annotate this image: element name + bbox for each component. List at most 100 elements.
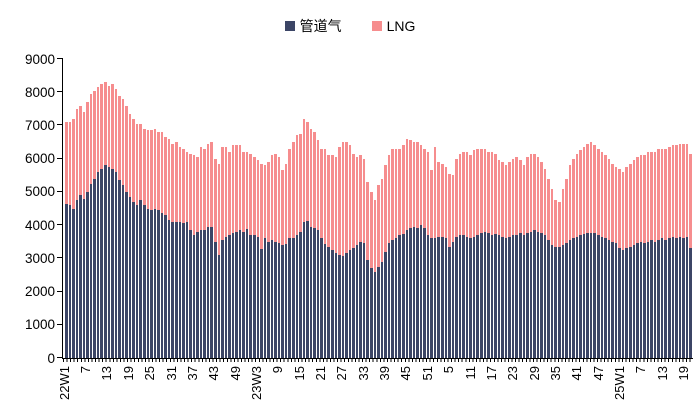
- bar-24W5: [448, 59, 451, 358]
- bar-22W8: [89, 59, 93, 358]
- bar-23W37: [377, 59, 380, 358]
- bar-24W22: [508, 59, 511, 358]
- bar-25W7: [639, 59, 643, 358]
- bar-24W41: [575, 59, 579, 358]
- bar-22W21: [135, 59, 139, 358]
- bar-25W6: [636, 59, 639, 358]
- x-axis-label: 25: [142, 366, 158, 381]
- legend-item-pipeline-gas: 管道气: [284, 16, 342, 36]
- y-axis-tick: [57, 124, 63, 126]
- bar-22W11: [100, 59, 104, 358]
- x-axis-label: 7: [78, 366, 94, 374]
- x-axis-label: 39: [377, 366, 393, 381]
- bar-24W35: [554, 59, 558, 358]
- bar-23W27: [341, 59, 345, 358]
- bar-22W50: [238, 59, 242, 358]
- y-axis-tick: [57, 157, 63, 159]
- x-axis-label: 29: [526, 366, 542, 381]
- bar-22W28: [160, 59, 164, 358]
- y-axis-label: 3000: [24, 250, 55, 266]
- bar-25W15: [667, 59, 671, 358]
- bar-22W10: [96, 59, 100, 358]
- bar-22W5: [79, 59, 82, 358]
- x-axis-label: 31: [163, 366, 179, 381]
- bar-22W38: [196, 59, 199, 358]
- y-axis-label: 5000: [24, 184, 55, 200]
- bar-24W38: [565, 59, 568, 358]
- bar-24W27: [526, 59, 529, 358]
- bar-22W34: [182, 59, 185, 358]
- x-axis-label: 19: [120, 366, 136, 381]
- x-axis-label: 7: [633, 366, 649, 374]
- bar-25W12: [657, 59, 660, 358]
- y-axis-label: 0: [47, 350, 55, 366]
- bar-23W21: [320, 59, 323, 358]
- bar-22W49: [235, 59, 238, 358]
- y-axis-label: 1000: [24, 317, 55, 333]
- bar-25W2: [621, 59, 625, 358]
- x-axis-label: 33: [355, 366, 371, 381]
- bar-22W6: [82, 59, 86, 358]
- bar-24W3: [440, 59, 444, 358]
- bar-23W19: [313, 59, 316, 358]
- bar-23W16: [302, 59, 306, 358]
- x-axis-label: 43: [206, 366, 222, 381]
- bar-25W20: [685, 59, 689, 358]
- bar-23W40: [387, 59, 391, 358]
- x-axis-label: 45: [398, 366, 414, 381]
- bar-24W18: [494, 59, 497, 358]
- bar-25W14: [664, 59, 667, 358]
- bar-23W47: [412, 59, 416, 358]
- bar-24W49: [604, 59, 607, 358]
- bar-23W17: [306, 59, 309, 358]
- bar-23W8: [274, 59, 277, 358]
- bar-23W41: [391, 59, 394, 358]
- bar-22W42: [210, 59, 213, 358]
- x-axis-label: 5: [441, 366, 457, 374]
- bar-22W20: [132, 59, 135, 358]
- bar-23W35: [370, 59, 373, 358]
- bar-24W31: [540, 59, 543, 358]
- bar-22W46: [224, 59, 228, 358]
- bar-22W24: [146, 59, 150, 358]
- bar-23W22: [323, 59, 327, 358]
- bar-23W14: [295, 59, 299, 358]
- x-axis-label: 25W1: [612, 366, 628, 400]
- bar-22W29: [164, 59, 167, 358]
- bar-24W15: [483, 59, 487, 358]
- bar-23W46: [409, 59, 412, 358]
- bar-23W43: [398, 59, 401, 358]
- x-axis-label: 41: [569, 366, 585, 381]
- bar-25W19: [682, 59, 685, 358]
- bar-23W30: [352, 59, 355, 358]
- bar-23W51: [426, 59, 430, 358]
- bar-24W10: [465, 59, 469, 358]
- bar-22W2: [68, 59, 72, 358]
- legend-swatch-pipeline-gas-icon: [284, 21, 295, 31]
- bar-22W43: [213, 59, 217, 358]
- y-axis-label: 7000: [24, 117, 55, 133]
- bar-23W20: [316, 59, 320, 358]
- bar-23W18: [309, 59, 313, 358]
- bar-23W45: [405, 59, 409, 358]
- y-axis-tick: [57, 224, 63, 226]
- y-axis-label: 4000: [24, 217, 55, 233]
- bar-22W19: [128, 59, 132, 358]
- bar-24W19: [497, 59, 501, 358]
- bar-22W48: [231, 59, 235, 358]
- bar-22W30: [167, 59, 171, 358]
- bar-24W6: [451, 59, 455, 358]
- y-axis-label: 6000: [24, 150, 55, 166]
- bar-24W8: [458, 59, 462, 358]
- x-axis-label: 21: [313, 366, 329, 381]
- legend-label-pipeline-gas: 管道气: [299, 18, 342, 34]
- bar-25W18: [678, 59, 682, 358]
- bar-24W13: [476, 59, 479, 358]
- bar-23W38: [380, 59, 384, 358]
- bar-23W36: [373, 59, 377, 358]
- bar-23W48: [416, 59, 419, 358]
- bar-25W16: [671, 59, 675, 358]
- y-axis-tick: [57, 58, 63, 59]
- bar-22W35: [185, 59, 189, 358]
